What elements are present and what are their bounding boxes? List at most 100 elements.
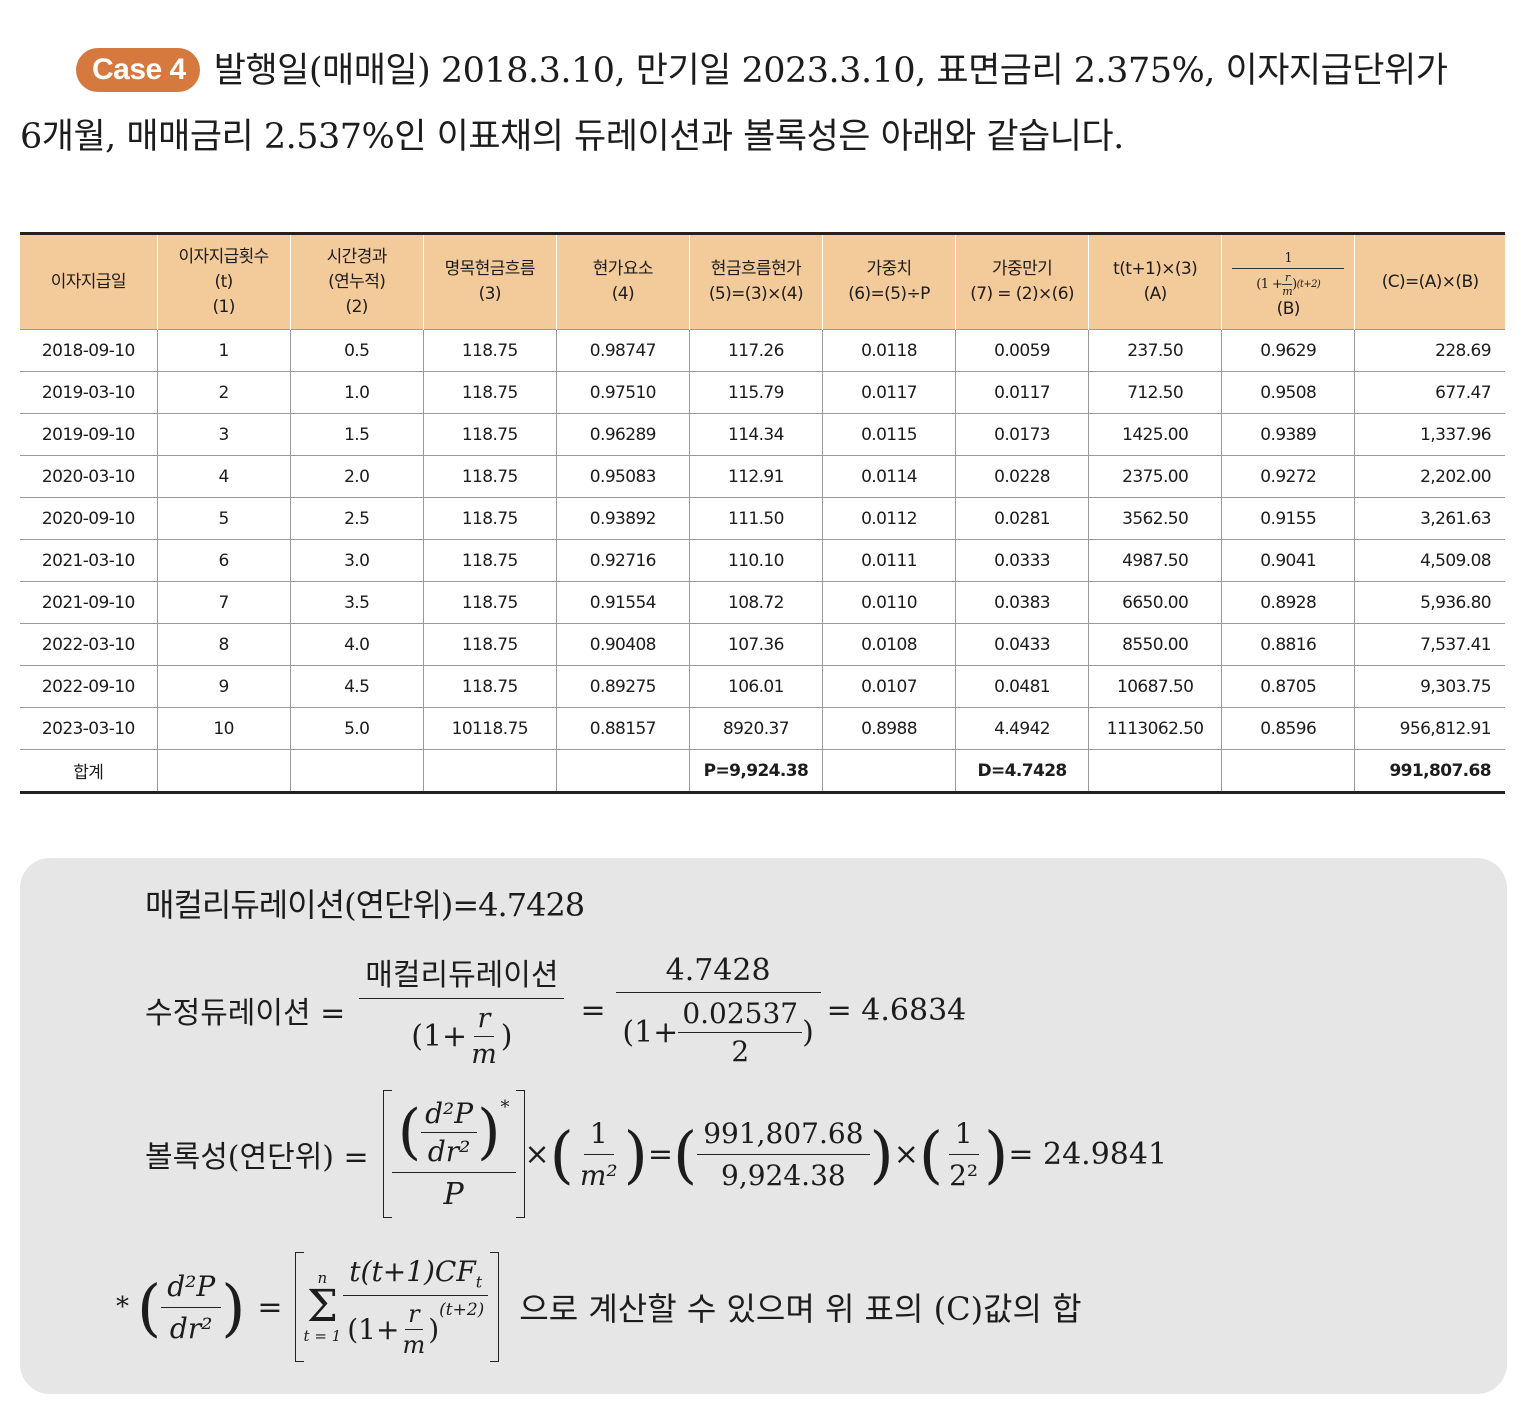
table-cell: 111.50 — [688, 497, 823, 540]
header-col-7: 가중치 (6)=(5)÷P — [821, 233, 956, 330]
header-line: (4) — [611, 284, 635, 304]
table-row: 2019-09-10 3 1.5 118.75 0.96289 114.34 0.0115 0… — [20, 413, 1505, 456]
table-cell: 1,337.96 — [1354, 413, 1505, 456]
b-den-left: (1 + — [1256, 276, 1283, 292]
table-cell: 118.75 — [422, 497, 557, 540]
table-cell: 0.0115 — [821, 413, 956, 456]
convexity-formula: 볼록성(연단위) = ( d²P dr² ) * P × ( 1 m² ) = … — [145, 1090, 1167, 1218]
sum-upper: n — [317, 1269, 328, 1287]
dr2: dr² — [427, 1134, 471, 1168]
fn-paren-r: ) — [221, 1270, 246, 1344]
table-cell: 0.89275 — [555, 665, 690, 708]
table-cell: 2020-03-10 — [20, 455, 158, 498]
fn-den-left: (1+ — [347, 1313, 400, 1347]
one-over-m2: 1 m² — [574, 1117, 624, 1192]
table-cell: 0.0173 — [955, 413, 1089, 456]
one-over-2sq: 1 2² — [943, 1117, 984, 1192]
table-cell: 9 — [156, 665, 291, 708]
table-cell: 117.26 — [688, 329, 823, 372]
table-cell: 0.5 — [289, 329, 424, 372]
total-cell — [821, 749, 956, 793]
table-cell: 0.8596 — [1221, 707, 1355, 750]
table-cell: 0.9629 — [1221, 329, 1355, 372]
left-bracket — [382, 1090, 392, 1218]
table-cell: 112.91 — [688, 455, 823, 498]
header-col-5: 현가요소 (4) — [555, 233, 690, 330]
table-cell: 0.0059 — [955, 329, 1089, 372]
table-cell: 3562.50 — [1088, 497, 1222, 540]
rate-over-two: 0.02537 2 — [678, 997, 803, 1068]
header-line: 이자지급횟수 — [178, 246, 269, 267]
paren-left: ( — [397, 1097, 422, 1167]
table-cell: 2021-09-10 — [20, 581, 158, 624]
rate-value: 0.02537 — [678, 997, 803, 1033]
paren-r3: ) — [869, 1117, 894, 1191]
m2: m² — [579, 1158, 618, 1192]
fn-r: r — [405, 1300, 423, 1331]
table-cell: 0.0383 — [955, 581, 1089, 624]
table-cell: 2019-09-10 — [20, 413, 158, 456]
table-cell: 10 — [156, 707, 291, 750]
table-cell: 6 — [156, 539, 291, 582]
table-cell: 2018-09-10 — [20, 329, 158, 372]
table-cell: 0.8988 — [821, 707, 956, 750]
fn-right-bracket — [490, 1252, 500, 1362]
b-formula-den: (1 + r m) (t+2) — [1256, 269, 1320, 298]
table-row: 2018-09-10 1 0.5 118.75 0.98747 117.26 0.0118 0… — [20, 329, 1505, 372]
table-cell: 0.0111 — [821, 539, 956, 582]
header-line: 가중만기 — [992, 259, 1053, 279]
b-formula-num: 1 — [1232, 251, 1345, 269]
header-line: 현금흐름현가 — [710, 259, 802, 279]
table-cell: 8 — [156, 623, 291, 666]
table-cell: 0.0281 — [955, 497, 1089, 540]
table-row: 2022-03-10 8 4.0 118.75 0.90408 107.36 0.0108 0… — [20, 623, 1505, 666]
table-cell: 0.8705 — [1221, 665, 1355, 708]
intro-line-1: 발행일(매매일) 2018.3.10, 만기일 2023.3.10, 표면금리 … — [213, 51, 1448, 91]
m: m — [471, 1039, 497, 1070]
table-cell: 0.96289 — [555, 413, 690, 456]
header-col-2: 이자지급횟수 (t) (1) — [156, 233, 291, 330]
convexity-main-frac: ( d²P dr² ) * P — [391, 1096, 516, 1212]
modified-result: = 4.6834 — [826, 992, 967, 1028]
header-line: 가중치 — [866, 259, 912, 279]
header-col-4: 명목현금흐름 (3) — [422, 233, 557, 330]
fn-m: m — [402, 1331, 426, 1360]
header-line: (3) — [478, 284, 502, 304]
table-cell: 228.69 — [1354, 329, 1505, 372]
table-total-row: 합계 P=9,924.38 D=4.7428 991,807.68 — [20, 749, 1505, 793]
table-cell: 1 — [156, 329, 291, 372]
table-cell: 0.98747 — [555, 329, 690, 372]
table-cell: 8550.00 — [1088, 623, 1222, 666]
table-cell: 0.0481 — [955, 665, 1089, 708]
c-sum: 991,807.68 — [697, 1117, 870, 1155]
header-line: (t) — [214, 271, 234, 292]
sigma-symbol: Σ — [306, 1281, 338, 1332]
table-cell: 118.75 — [422, 665, 557, 708]
header-line: (C)=(A)×(B) — [1381, 271, 1479, 292]
table-cell: 106.01 — [688, 665, 823, 708]
table-cell: 5,936.80 — [1354, 581, 1505, 624]
d2p-over-dr2: d²P dr² — [421, 1097, 478, 1168]
table-row: 2023-03-10 10 5.0 10118.75 0.88157 8920.37 0.8… — [20, 707, 1505, 750]
fn-dr2: dr² — [169, 1311, 213, 1345]
two: 2 — [731, 1034, 750, 1068]
fn-d2p: d²P — [161, 1270, 222, 1308]
fn-den-exp: (t+2) — [439, 1300, 485, 1321]
star: * — [500, 1096, 510, 1118]
table-cell: 1113062.50 — [1088, 707, 1222, 750]
table-cell: 118.75 — [422, 413, 557, 456]
paren-right: ) — [477, 1097, 501, 1167]
table-cell: 0.90408 — [555, 623, 690, 666]
fn-denominator: (1+ r m ) (t+2) — [341, 1296, 490, 1359]
table-cell: 108.72 — [688, 581, 823, 624]
modified-frac-1: 매컬리듀레이션 (1+ r m ) — [359, 950, 565, 1070]
header-line: (7) = (2)×(6) — [970, 284, 1074, 304]
total-price: P=9,924.38 — [688, 749, 823, 793]
table-cell: 0.0118 — [821, 329, 956, 372]
header-line: 명목현금흐름 — [444, 259, 536, 279]
total-cell — [422, 749, 557, 793]
table-cell: 4.0 — [289, 623, 424, 666]
modified-frac-1-den: (1+ r m ) — [405, 999, 518, 1070]
fn-numerator: t(t+1)CFt — [343, 1255, 489, 1297]
table-cell: 2022-09-10 — [20, 665, 158, 708]
